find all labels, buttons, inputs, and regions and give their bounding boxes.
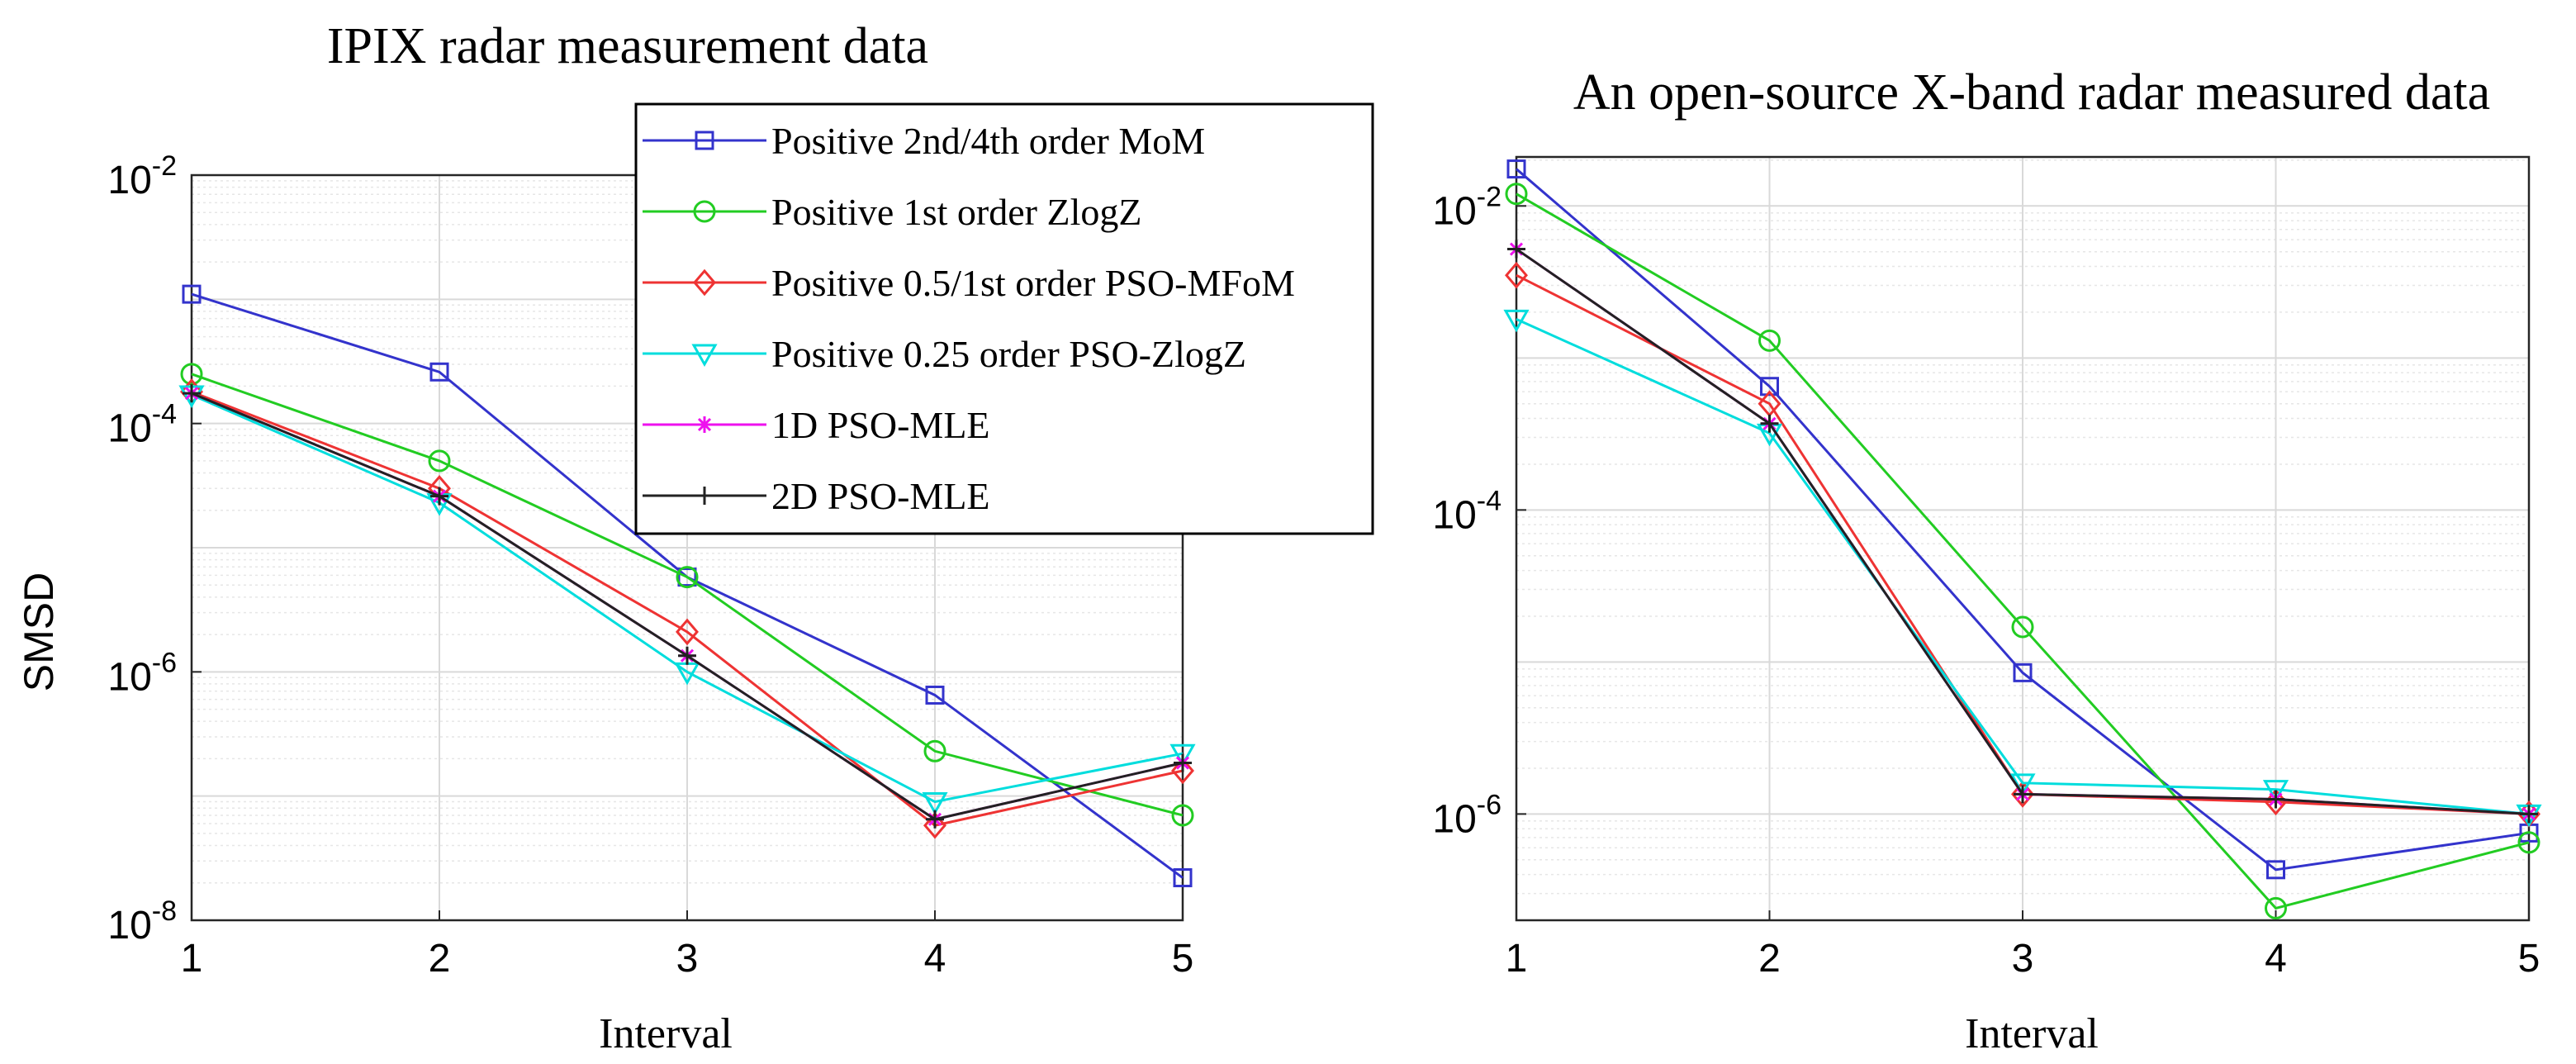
y-tick-label: 10-2	[1432, 181, 1501, 233]
marker-circle	[428, 449, 451, 473]
x-tick-label: 4	[2265, 937, 2287, 981]
legend-entry: 2D PSO-MLE	[771, 475, 990, 517]
legend-entry: 1D PSO-MLE	[771, 404, 990, 446]
marker-circle	[1758, 329, 1781, 352]
marker-circle	[1505, 183, 1528, 206]
marker-square	[1506, 159, 1526, 179]
marker-diamond	[923, 811, 946, 839]
legend-entry: Positive 2nd/4th order MoM	[771, 120, 1205, 162]
marker-circle	[2011, 615, 2034, 639]
y-tick-label: 10-6	[107, 647, 177, 699]
marker-square	[1760, 377, 1779, 397]
marker-triangle	[691, 344, 718, 368]
marker-plus	[1760, 414, 1779, 433]
legend-entry: Positive 0.5/1st order PSO-MFoM	[771, 262, 1295, 304]
marker-triangle	[922, 792, 948, 815]
marker-square	[925, 685, 945, 705]
marker-circle	[2517, 831, 2540, 854]
x-tick-label: 1	[1506, 937, 1528, 981]
marker-plus	[183, 384, 201, 403]
marker-plus	[926, 810, 944, 829]
chart-title: IPIX radar measurement data	[327, 18, 928, 74]
y-axis-label: SMSD	[16, 572, 62, 691]
marker-square	[677, 568, 697, 587]
marker-triangle	[2262, 780, 2289, 803]
marker-diamond	[1505, 261, 1528, 289]
marker-square	[429, 362, 449, 382]
marker-plus	[2520, 805, 2538, 824]
grid	[1516, 157, 2530, 921]
marker-diamond	[693, 268, 716, 297]
x-tick-label: 3	[676, 937, 699, 981]
marker-square	[2266, 860, 2285, 880]
marker-triangle	[1169, 743, 1196, 767]
marker-circle	[180, 363, 203, 386]
y-tick-label: 10-4	[1432, 485, 1501, 537]
marker-plus	[1174, 753, 1192, 772]
x-tick-label: 3	[2012, 937, 2034, 981]
legend-entry: Positive 1st order ZlogZ	[771, 191, 1141, 233]
series-line	[1516, 168, 2530, 872]
chart-xband: An open-source X-band radar measured dat…	[1432, 64, 2542, 1057]
marker-asterisk	[696, 416, 713, 433]
marker-plus	[678, 646, 696, 665]
y-tick-label: 10-2	[107, 150, 177, 202]
marker-plus	[2014, 785, 2032, 804]
x-tick-label: 2	[1758, 937, 1781, 981]
y-tick-label: 10-8	[107, 895, 177, 948]
y-tick-label: 10-4	[107, 399, 177, 451]
x-tick-label: 2	[429, 937, 451, 981]
x-tick-label: 5	[1172, 937, 1194, 981]
marker-diamond	[676, 618, 699, 646]
marker-circle	[2265, 896, 2287, 919]
series-line	[191, 373, 1184, 817]
marker-diamond	[1171, 757, 1194, 785]
x-tick-label: 1	[181, 937, 203, 981]
marker-circle	[923, 739, 946, 762]
y-tick-label: 10-6	[1432, 789, 1501, 841]
marker-plus	[695, 487, 714, 505]
legend-box	[634, 102, 1374, 535]
marker-plus	[1507, 240, 1525, 259]
marker-triangle	[1503, 309, 1530, 333]
marker-diamond	[2011, 781, 2034, 808]
x-axis-label: Interval	[599, 1010, 733, 1057]
x-axis-label: Interval	[1965, 1010, 2099, 1057]
legend-entry: Positive 0.25 order PSO-ZlogZ	[771, 333, 1246, 375]
marker-circle	[693, 200, 716, 223]
series-line	[191, 393, 1184, 804]
legend: Positive 2nd/4th order MoM Positive 1st o…	[634, 102, 1374, 535]
x-tick-label: 4	[924, 937, 946, 981]
series-line	[1516, 317, 2530, 815]
marker-square	[2013, 663, 2033, 682]
marker-plus	[430, 487, 448, 506]
marker-plus	[2266, 790, 2285, 809]
marker-circle	[676, 566, 699, 589]
series-line	[191, 390, 1184, 827]
marker-circle	[1171, 804, 1194, 827]
chart-ipix: IPIX radar measurement data Interval SMS…	[16, 18, 1374, 1057]
chart-title: An open-source X-band radar measured dat…	[1573, 64, 2490, 121]
x-tick-label: 5	[2518, 937, 2540, 981]
series-group	[1503, 159, 2542, 919]
series-group	[178, 284, 1196, 888]
marker-square	[695, 131, 714, 150]
marker-square	[1173, 868, 1193, 888]
marker-square	[182, 284, 202, 304]
series-line	[1516, 192, 2530, 910]
